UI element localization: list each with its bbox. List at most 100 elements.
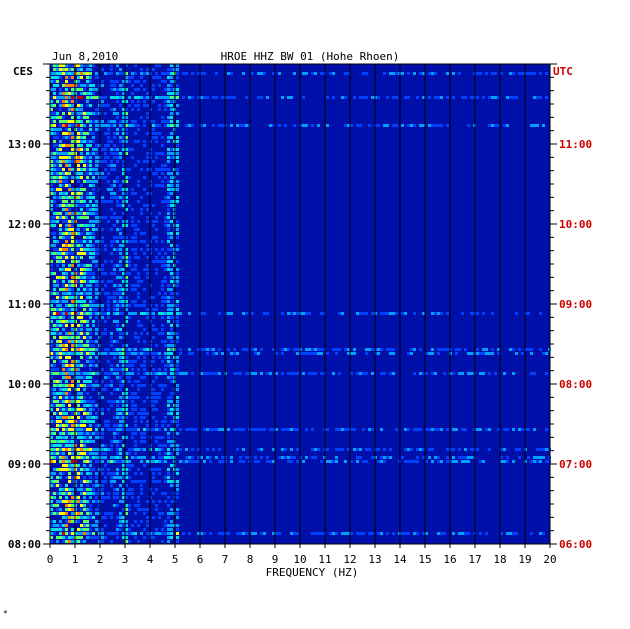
spectrogram-cell [77,240,80,243]
spectrogram-cell [167,472,170,475]
spectrogram-cell [125,260,128,263]
spectrogram-cell [80,300,83,303]
spectrogram-cell [491,348,494,351]
spectrogram-cell [287,372,290,375]
spectrogram-cell [59,88,62,91]
spectrogram-cell [80,156,83,159]
spectrogram-cell [164,480,167,483]
spectrogram-cell [389,448,392,451]
spectrogram-cell [77,472,80,475]
spectrogram-cell [497,352,500,355]
spectrogram-cell [50,332,53,335]
spectrogram-cell [116,472,119,475]
spectrogram-cell [89,196,92,199]
spectrogram-cell [143,268,146,271]
spectrogram-cell [170,180,173,183]
spectrogram-cell [77,388,80,391]
spectrogram-cell [50,268,53,271]
spectrogram-cell [77,88,80,91]
spectrogram-cell [170,72,173,75]
spectrogram-cell [176,64,179,67]
spectrogram-cell [92,308,95,311]
spectrogram-cell [170,440,173,443]
spectrogram-cell [89,464,92,467]
spectrogram-cell [440,96,443,99]
spectrogram-cell [107,304,110,307]
spectrogram-cell [188,460,191,463]
spectrogram-cell [536,448,539,451]
spectrogram-cell [80,456,83,459]
spectrogram-cell [50,348,53,351]
spectrogram-cell [134,124,137,127]
spectrogram-cell [269,428,272,431]
spectrogram-cell [65,132,68,135]
spectrogram-cell [134,284,137,287]
spectrogram-cell [152,532,155,535]
spectrogram-cell [125,192,128,195]
spectrogram-cell [221,96,224,99]
spectrogram-cell [137,296,140,299]
spectrogram-cell [125,316,128,319]
spectrogram-cell [239,124,242,127]
spectrogram-cell [71,512,74,515]
spectrogram-cell [125,188,128,191]
spectrogram-cell [56,348,59,351]
spectrogram-cell [167,304,170,307]
spectrogram-cell [305,456,308,459]
spectrogram-cell [83,540,86,543]
y-tick-label-left: 08:00 [8,538,41,551]
spectrogram-cell [71,412,74,415]
spectrogram-cell [167,336,170,339]
spectrogram-cell [62,352,65,355]
spectrogram-cell [53,512,56,515]
spectrogram-cell [53,64,56,67]
spectrogram-cell [419,348,422,351]
spectrogram-cell [68,264,71,267]
spectrogram-cell [191,72,194,75]
spectrogram-cell [170,92,173,95]
spectrogram-cell [368,448,371,451]
spectrogram-cell [137,524,140,527]
spectrogram-cell [86,280,89,283]
spectrogram-cell [56,404,59,407]
spectrogram-cell [68,444,71,447]
spectrogram-cell [176,308,179,311]
spectrogram-cell [65,204,68,207]
spectrogram-cell [110,296,113,299]
spectrogram-cell [134,352,137,355]
spectrogram-cell [344,124,347,127]
spectrogram-cell [176,340,179,343]
spectrogram-cell [146,372,149,375]
spectrogram-cell [167,296,170,299]
spectrogram-cell [245,372,248,375]
spectrogram-cell [314,352,317,355]
spectrogram-cell [80,124,83,127]
spectrogram-cell [167,192,170,195]
spectrogram-cell [53,172,56,175]
spectrogram-cell [116,488,119,491]
spectrogram-cell [122,212,125,215]
spectrogram-cell [92,404,95,407]
spectrogram-cell [113,144,116,147]
spectrogram-cell [104,516,107,519]
spectrogram-cell [194,460,197,463]
spectrogram-cell [137,412,140,415]
spectrogram-cell [176,136,179,139]
spectrogram-cell [113,164,116,167]
spectrogram-cell [65,524,68,527]
spectrogram-cell [476,96,479,99]
spectrogram-cell [101,388,104,391]
spectrogram-cell [143,428,146,431]
spectrogram-cell [59,256,62,259]
spectrogram-cell [485,348,488,351]
spectrogram-cell [320,460,323,463]
spectrogram-cell [62,92,65,95]
spectrogram-cell [50,208,53,211]
spectrogram-cell [368,532,371,535]
spectrogram-cell [437,124,440,127]
spectrogram-cell [95,164,98,167]
spectrogram-cell [143,528,146,531]
spectrogram-cell [116,388,119,391]
spectrogram-cell [125,356,128,359]
spectrogram-cell [140,364,143,367]
